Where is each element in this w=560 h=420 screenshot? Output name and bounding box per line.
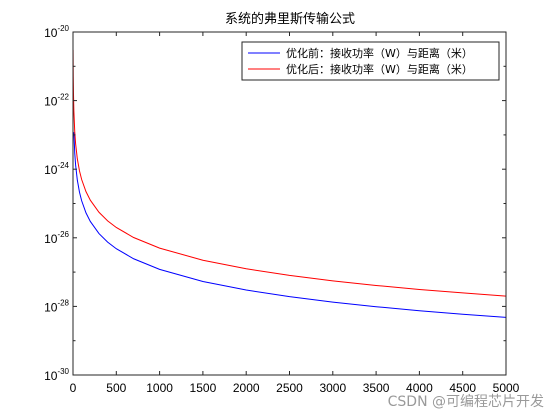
series-line-1 bbox=[73, 132, 506, 318]
series-line-2 bbox=[73, 49, 506, 297]
x-tick-label: 1500 bbox=[190, 381, 217, 395]
x-tick-label: 500 bbox=[106, 381, 126, 395]
chart-title: 系统的弗里斯传输公式 bbox=[225, 11, 355, 27]
x-tick-label: 3500 bbox=[363, 381, 390, 395]
legend-label-2: 优化后：接收功率（W）与距离（米） bbox=[286, 62, 473, 76]
x-tick-label: 0 bbox=[70, 381, 77, 395]
y-tick-label: 10-24 bbox=[44, 161, 69, 177]
legend: 优化前：接收功率（W）与距离（米） 优化后：接收功率（W）与距离（米） bbox=[241, 41, 500, 81]
y-tick-label: 10-30 bbox=[44, 367, 69, 383]
x-tick-label: 5000 bbox=[493, 381, 520, 395]
plot-area bbox=[73, 32, 506, 375]
watermark-text: CSDN @可编程芯片开发 bbox=[388, 394, 544, 410]
plot-background bbox=[73, 32, 506, 375]
y-tick-label: 10-22 bbox=[44, 93, 69, 109]
x-tick-label: 4500 bbox=[449, 381, 476, 395]
x-tick-label: 4000 bbox=[406, 381, 433, 395]
y-tick-label: 10-20 bbox=[44, 24, 69, 40]
x-tick-label: 2000 bbox=[233, 381, 260, 395]
y-tick-label: 10-26 bbox=[44, 230, 69, 246]
x-tick-label: 3000 bbox=[319, 381, 346, 395]
series-layer bbox=[73, 49, 506, 318]
axes-layer: 0 500 1000 1500 2000 2500 3000 3500 4000 4500 5000… bbox=[44, 24, 520, 395]
y-tick-label: 10-28 bbox=[44, 298, 69, 314]
x-tick-label: 2500 bbox=[276, 381, 303, 395]
legend-box bbox=[241, 41, 500, 81]
legend-label-1: 优化前：接收功率（W）与距离（米） bbox=[286, 46, 473, 60]
x-tick-label: 1000 bbox=[146, 381, 173, 395]
